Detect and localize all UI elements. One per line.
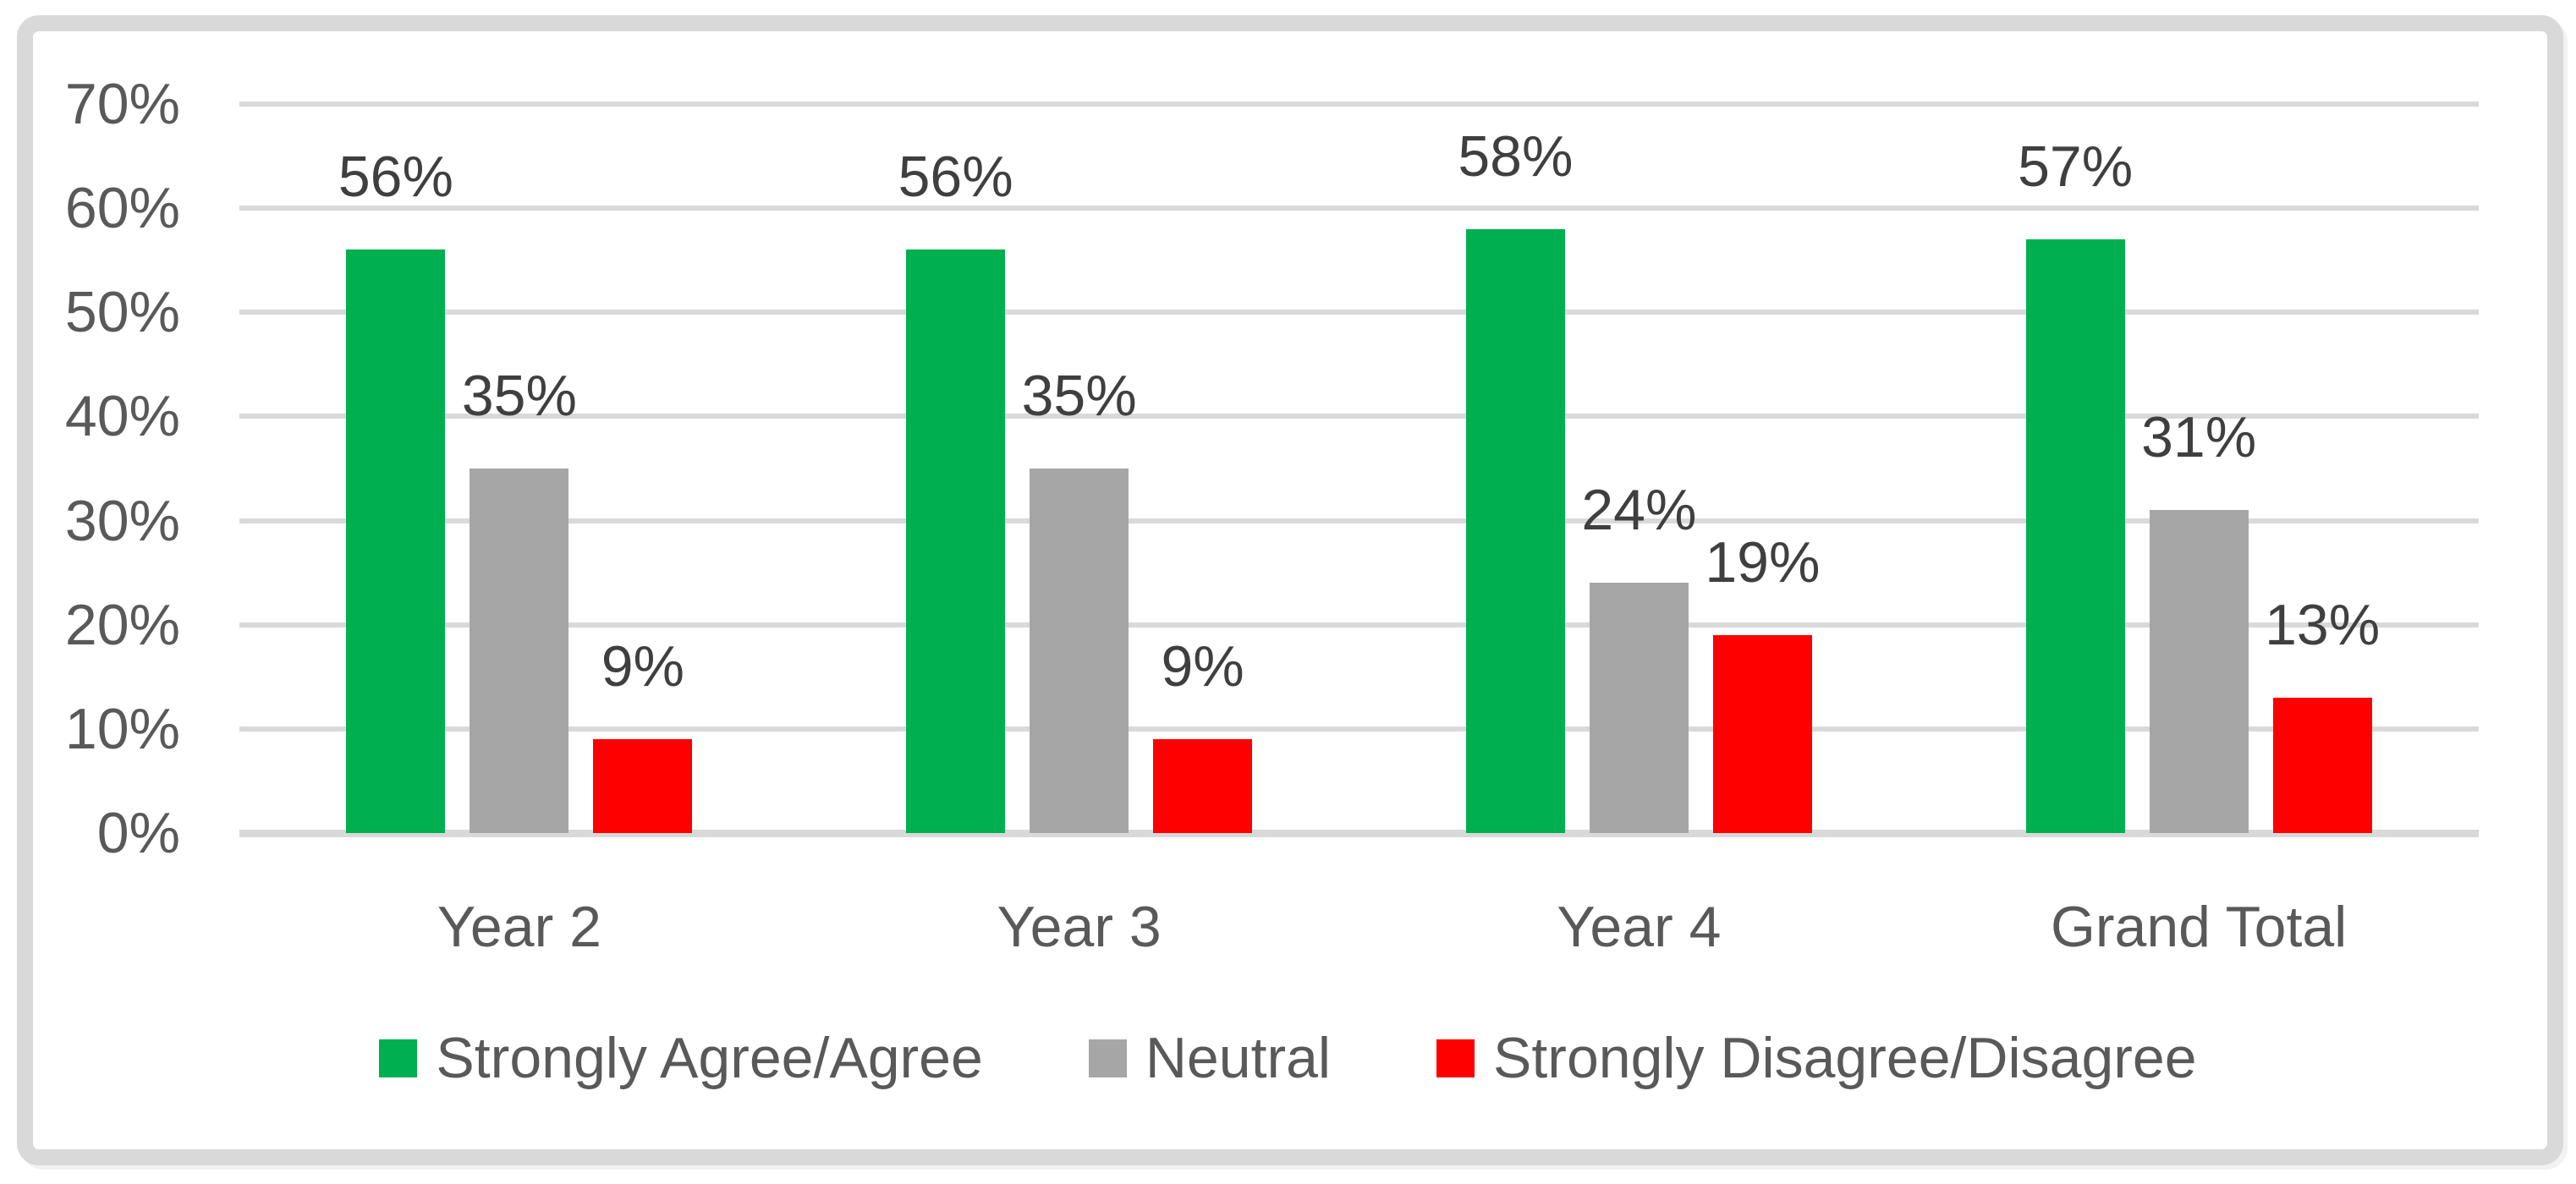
data-label: 9% <box>1161 634 1244 699</box>
plot-area: 70% 60% 50% 40% 30% 20% 10% 0% 56% 35% 9% Year 2 56%… <box>65 72 2479 959</box>
y-axis-tick-label: 0% <box>96 801 180 865</box>
legend-item: Neutral <box>1088 1025 1332 1091</box>
gridline <box>239 726 2479 732</box>
y-axis-tick-label: 60% <box>64 176 180 241</box>
gridline <box>239 414 2479 419</box>
data-label: 35% <box>461 364 577 428</box>
x-axis-category-label: Year 3 <box>997 895 1162 959</box>
bar-series-0-category-0 <box>346 249 446 833</box>
bar-series-2-category-0 <box>593 739 693 833</box>
legend-item: Strongly Disagree/Disagree <box>1436 1025 2197 1091</box>
legend-label: Strongly Disagree/Disagree <box>1493 1026 2197 1090</box>
legend-label: Strongly Agree/Agree <box>436 1026 983 1090</box>
data-label: 56% <box>898 145 1013 210</box>
gridline <box>239 310 2479 315</box>
bar-group: 56% 35% 9% Year 2 <box>239 104 799 959</box>
bar-series-1-category-3 <box>2149 510 2249 833</box>
bar-group: 57% 31% 13% Grand Total <box>1919 104 2479 959</box>
x-axis-category-label: Grand Total <box>2050 895 2348 959</box>
legend-swatch-icon <box>379 1039 418 1077</box>
y-axis-tick-label: 40% <box>64 384 180 449</box>
bar-series-2-category-2 <box>1712 635 1812 833</box>
gridline <box>239 206 2479 211</box>
data-label: 58% <box>1458 123 1574 189</box>
bar-group: 56% 35% 9% Year 3 <box>799 104 1359 959</box>
data-label: 56% <box>338 145 453 210</box>
bar-series-1-category-0 <box>470 469 569 833</box>
bar-series-0-category-2 <box>1465 228 1565 833</box>
y-axis-tick-label: 50% <box>64 280 180 345</box>
data-label: 35% <box>1021 364 1137 428</box>
bar-series-0-category-3 <box>2025 239 2125 833</box>
y-axis-tick-label: 20% <box>64 592 180 657</box>
x-axis-category-label: Year 2 <box>437 895 601 959</box>
legend: Strongly Agree/Agree Neutral Strongly Disa… <box>0 1025 2576 1091</box>
bar-group: 58% 24% 19% Year 4 <box>1359 104 1920 959</box>
bar-series-2-category-1 <box>1153 739 1253 833</box>
y-axis-tick-label: 70% <box>64 72 180 136</box>
x-axis-category-label: Year 4 <box>1557 895 1722 959</box>
gridline <box>239 518 2479 523</box>
data-label: 24% <box>1581 478 1697 543</box>
bar-series-1-category-2 <box>1589 583 1689 833</box>
y-axis-tick-label: 10% <box>64 696 180 761</box>
gridline <box>239 622 2479 628</box>
data-label: 13% <box>2265 592 2381 657</box>
legend-label: Neutral <box>1145 1026 1332 1090</box>
data-label: 19% <box>1705 530 1821 595</box>
legend-swatch-icon <box>1436 1039 1475 1077</box>
x-axis-line <box>239 830 2479 837</box>
legend-swatch-icon <box>1088 1039 1127 1077</box>
data-label: 57% <box>2018 134 2134 200</box>
y-axis-tick-label: 30% <box>64 488 180 553</box>
bar-series-0-category-1 <box>906 249 1006 833</box>
bar-series-2-category-3 <box>2272 697 2372 833</box>
bar-series-1-category-1 <box>1030 469 1129 833</box>
data-label: 31% <box>2141 405 2257 470</box>
data-label: 9% <box>601 634 685 699</box>
gridline <box>239 101 2479 107</box>
legend-item: Strongly Agree/Agree <box>379 1025 983 1091</box>
